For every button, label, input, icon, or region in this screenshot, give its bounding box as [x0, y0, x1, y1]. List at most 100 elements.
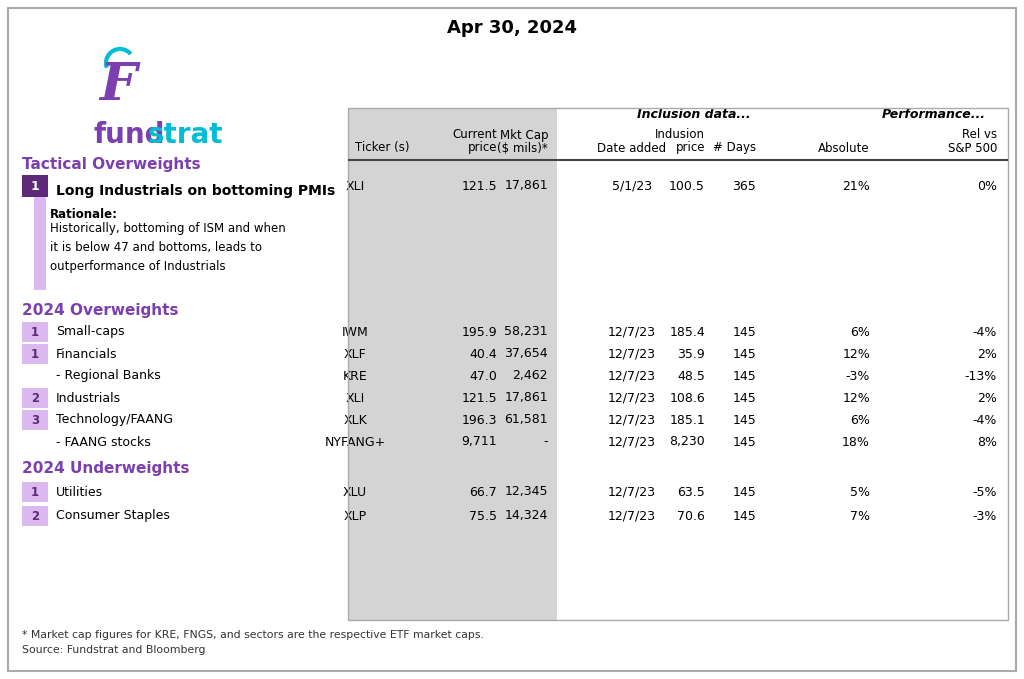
Text: 145: 145	[732, 435, 756, 449]
Text: 145: 145	[732, 509, 756, 523]
Text: 145: 145	[732, 325, 756, 339]
Text: 365: 365	[732, 179, 756, 193]
Text: -5%: -5%	[973, 485, 997, 498]
Text: 6%: 6%	[850, 414, 870, 426]
Text: 5%: 5%	[850, 485, 870, 498]
Text: -: -	[544, 435, 548, 449]
Text: 1: 1	[31, 348, 39, 361]
Text: S&P 500: S&P 500	[947, 141, 997, 155]
Text: KRE: KRE	[343, 369, 368, 382]
Text: 17,861: 17,861	[505, 392, 548, 405]
Text: ($ mils)*: ($ mils)*	[498, 141, 548, 155]
Text: Absolute: Absolute	[818, 141, 870, 155]
Text: 145: 145	[732, 348, 756, 361]
Text: 108.6: 108.6	[670, 392, 705, 405]
Text: Rationale:: Rationale:	[50, 208, 118, 221]
Text: 47.0: 47.0	[469, 369, 497, 382]
Text: 8%: 8%	[977, 435, 997, 449]
Text: 145: 145	[732, 414, 756, 426]
Text: XLK: XLK	[343, 414, 367, 426]
Text: 12%: 12%	[843, 348, 870, 361]
Text: 12/7/23: 12/7/23	[608, 348, 656, 361]
Text: 145: 145	[732, 392, 756, 405]
Bar	[34, 175, 46, 290]
Text: 12/7/23: 12/7/23	[608, 435, 656, 449]
Text: 12/7/23: 12/7/23	[608, 325, 656, 339]
Text: NYFANG+: NYFANG+	[325, 435, 386, 449]
Text: Inclusion data...: Inclusion data...	[637, 109, 751, 122]
Text: 0%: 0%	[977, 179, 997, 193]
Text: Mkt Cap: Mkt Cap	[500, 128, 548, 141]
Text: # Days: # Days	[713, 141, 756, 155]
Text: -4%: -4%	[973, 414, 997, 426]
Bar	[22, 410, 48, 430]
Text: 6%: 6%	[850, 325, 870, 339]
Text: 1: 1	[31, 325, 39, 339]
Bar	[22, 344, 48, 364]
Text: -3%: -3%	[846, 369, 870, 382]
Text: Indusion: Indusion	[655, 128, 705, 141]
Text: Performance...: Performance...	[882, 109, 985, 122]
Text: 12/7/23: 12/7/23	[608, 392, 656, 405]
Text: 2%: 2%	[977, 392, 997, 405]
Text: 5/1/23: 5/1/23	[612, 179, 652, 193]
Text: -4%: -4%	[973, 325, 997, 339]
Text: 2024 Underweights: 2024 Underweights	[22, 460, 189, 475]
Text: 2: 2	[31, 392, 39, 405]
Text: 121.5: 121.5	[462, 392, 497, 405]
Text: 12,345: 12,345	[505, 485, 548, 498]
Text: F: F	[99, 60, 137, 111]
Text: - Regional Banks: - Regional Banks	[56, 369, 161, 382]
Text: Historically, bottoming of ISM and when
it is below 47 and bottoms, leads to
out: Historically, bottoming of ISM and when …	[50, 222, 286, 273]
Text: 66.7: 66.7	[469, 485, 497, 498]
Text: 7%: 7%	[850, 509, 870, 523]
Text: XLF: XLF	[344, 348, 367, 361]
Text: 100.5: 100.5	[669, 179, 705, 193]
Text: XLP: XLP	[343, 509, 367, 523]
Bar	[22, 506, 48, 526]
Text: 145: 145	[732, 369, 756, 382]
Text: price: price	[676, 141, 705, 155]
Text: 40.4: 40.4	[469, 348, 497, 361]
Text: 2%: 2%	[977, 348, 997, 361]
Text: XLI: XLI	[345, 392, 365, 405]
Text: 185.4: 185.4	[670, 325, 705, 339]
Text: 185.1: 185.1	[670, 414, 705, 426]
Text: 37,654: 37,654	[505, 348, 548, 361]
Text: Apr 30, 2024: Apr 30, 2024	[447, 19, 577, 37]
Bar	[22, 175, 48, 197]
Text: XLU: XLU	[343, 485, 367, 498]
Text: 1: 1	[31, 485, 39, 498]
Text: 121.5: 121.5	[462, 179, 497, 193]
Text: 12/7/23: 12/7/23	[608, 369, 656, 382]
Text: 12/7/23: 12/7/23	[608, 414, 656, 426]
Text: 2: 2	[31, 509, 39, 523]
Bar	[348, 108, 1008, 620]
Text: 3: 3	[31, 414, 39, 426]
Text: strat: strat	[148, 121, 223, 149]
Text: 35.9: 35.9	[677, 348, 705, 361]
Bar	[22, 322, 48, 342]
Text: fund: fund	[93, 121, 165, 149]
Bar	[348, 108, 557, 620]
Text: 196.3: 196.3	[462, 414, 497, 426]
Text: 2024 Overweights: 2024 Overweights	[22, 303, 178, 318]
Text: Long Industrials on bottoming PMIs: Long Industrials on bottoming PMIs	[56, 184, 335, 198]
Text: -13%: -13%	[965, 369, 997, 382]
Text: Consumer Staples: Consumer Staples	[56, 509, 170, 523]
Text: price: price	[468, 141, 497, 155]
Text: 70.6: 70.6	[677, 509, 705, 523]
Text: 2,462: 2,462	[512, 369, 548, 382]
Text: Source: Fundstrat and Bloomberg: Source: Fundstrat and Bloomberg	[22, 645, 206, 655]
Text: 48.5: 48.5	[677, 369, 705, 382]
Text: 12%: 12%	[843, 392, 870, 405]
Text: Technology/FAANG: Technology/FAANG	[56, 414, 173, 426]
Text: * Market cap figures for KRE, FNGS, and sectors are the respective ETF market ca: * Market cap figures for KRE, FNGS, and …	[22, 630, 484, 640]
Text: 145: 145	[732, 485, 756, 498]
Text: Utilities: Utilities	[56, 485, 103, 498]
Text: 75.5: 75.5	[469, 509, 497, 523]
Bar	[22, 388, 48, 408]
Text: IWM: IWM	[342, 325, 369, 339]
Text: 21%: 21%	[843, 179, 870, 193]
Text: 17,861: 17,861	[505, 179, 548, 193]
